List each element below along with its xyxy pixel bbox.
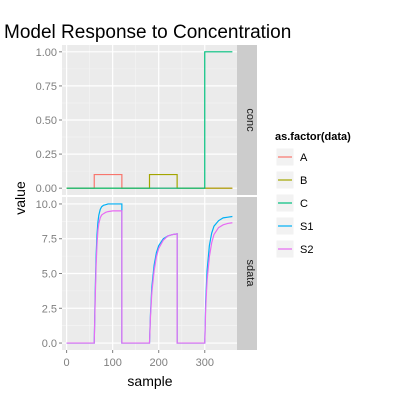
y-tick-label: 2.5	[42, 303, 57, 315]
legend-label: C	[300, 198, 308, 210]
y-tick-label: 0.75	[36, 81, 57, 93]
legend-label: B	[300, 175, 307, 187]
y-tick-label: 1.00	[36, 47, 57, 59]
x-tick-label: 200	[150, 357, 168, 369]
y-ticks-conc: 0.00 0.25 0.50 0.75 1.00	[36, 47, 62, 195]
legend-title: as.factor(data)	[275, 131, 351, 143]
panel-series-sdata	[66, 203, 233, 344]
y-tick-label: 5.0	[42, 269, 57, 281]
y-axis-label: value	[12, 181, 28, 215]
legend-label: A	[300, 152, 308, 164]
y-tick-label: 10.0	[36, 199, 57, 211]
x-tick-label: 100	[103, 357, 121, 369]
y-tick-label: 7.5	[42, 234, 57, 246]
panel-series-conc	[66, 51, 233, 189]
x-ticks: 0 100 200 300	[64, 350, 214, 369]
y-ticks-sdata: 0.0 2.5 5.0 7.5 10.0	[36, 199, 62, 350]
x-axis-label: sample	[127, 373, 172, 389]
y-tick-label: 0.0	[42, 338, 57, 350]
x-tick-label: 300	[196, 357, 214, 369]
legend: ABC S1 S2	[275, 147, 313, 259]
series-line-S2	[66, 210, 233, 344]
strip-conc	[237, 45, 257, 195]
y-tick-label: 0.50	[36, 115, 57, 127]
strip-label-sdata: sdata	[244, 260, 256, 288]
legend-label: S1	[300, 221, 313, 233]
y-tick-label: 0.00	[36, 183, 57, 195]
strip-label-conc: conc	[244, 108, 256, 132]
series-line-C	[66, 51, 233, 189]
y-tick-label: 0.25	[36, 149, 57, 161]
strip-sdata	[237, 197, 257, 350]
chart-title: Model Response to Concentration	[4, 22, 291, 43]
legend-label: S2	[300, 244, 313, 256]
x-tick-label: 0	[64, 357, 70, 369]
